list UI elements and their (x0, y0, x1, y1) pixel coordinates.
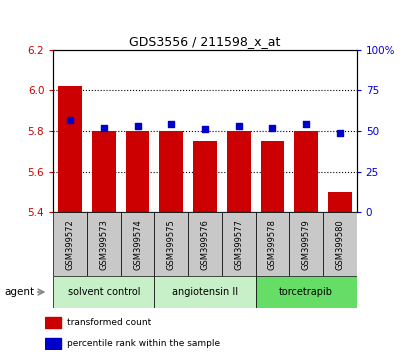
Text: agent: agent (4, 287, 34, 297)
Point (201, 126, 208, 132)
Point (235, 123, 241, 129)
Title: GDS3556 / 211598_x_at: GDS3556 / 211598_x_at (129, 35, 280, 48)
Point (67, 117, 73, 122)
Text: GSM399577: GSM399577 (234, 219, 243, 270)
Bar (120, 212, 154, 276)
Point (302, 122, 309, 127)
Bar (327, 192, 351, 212)
Bar (193, 141, 216, 212)
Text: solvent control: solvent control (67, 287, 140, 297)
Text: transformed count: transformed count (67, 318, 151, 327)
Bar (188, 212, 221, 276)
Point (100, 125, 107, 131)
Bar (294, 131, 317, 212)
Bar (53, 212, 87, 276)
Bar (159, 131, 183, 212)
Text: GSM399578: GSM399578 (267, 219, 276, 270)
Bar (260, 141, 283, 212)
Text: GSM399579: GSM399579 (301, 219, 310, 270)
Bar (53, 276, 154, 308)
Text: GSM399575: GSM399575 (166, 219, 175, 270)
Text: torcetrapib: torcetrapib (279, 287, 333, 297)
Bar (126, 131, 149, 212)
Text: GSM399574: GSM399574 (133, 219, 142, 270)
Bar (154, 212, 188, 276)
Bar (87, 212, 120, 276)
Point (134, 123, 141, 129)
Text: percentile rank within the sample: percentile rank within the sample (67, 339, 220, 348)
Bar (154, 276, 255, 308)
Bar (289, 212, 322, 276)
Point (336, 130, 342, 136)
Text: angiotensin II: angiotensin II (171, 287, 238, 297)
Bar (255, 212, 289, 276)
Bar (226, 131, 250, 212)
Bar (221, 212, 255, 276)
Bar (45, 316, 61, 328)
Bar (45, 338, 61, 349)
Point (168, 122, 174, 127)
Text: GSM399572: GSM399572 (65, 219, 74, 270)
Bar (322, 212, 356, 276)
Bar (58, 86, 82, 212)
Bar (92, 131, 115, 212)
Point (268, 125, 275, 131)
Text: GSM399573: GSM399573 (99, 219, 108, 270)
Bar (255, 276, 356, 308)
Text: GSM399576: GSM399576 (200, 219, 209, 270)
Text: GSM399580: GSM399580 (335, 219, 344, 270)
